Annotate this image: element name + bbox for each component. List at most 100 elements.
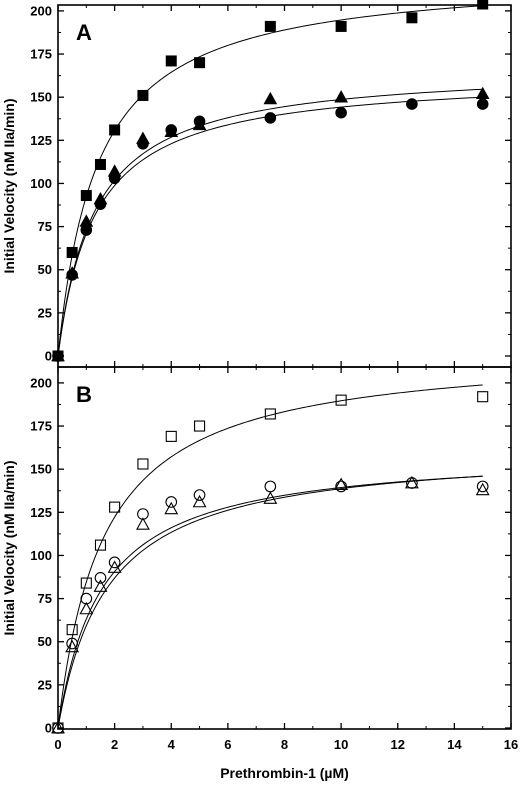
series-circle-open <box>52 475 489 734</box>
data-point <box>165 430 177 442</box>
data-point <box>335 394 347 406</box>
data-point <box>476 480 489 493</box>
data-point <box>66 624 78 636</box>
y-tick-label: 100 <box>30 548 52 563</box>
y-tick-label: 150 <box>30 90 52 105</box>
data-point <box>335 480 347 493</box>
data-point <box>137 458 149 470</box>
fit-curve <box>57 88 483 357</box>
x-tick-label: 16 <box>504 737 518 752</box>
y-tick-label: 125 <box>30 133 52 148</box>
y-tick-label: 25 <box>38 305 52 320</box>
data-point <box>107 560 122 573</box>
data-point <box>263 91 278 105</box>
y-tick-label: 50 <box>38 262 52 277</box>
data-point <box>194 57 206 69</box>
data-point <box>165 124 178 136</box>
panel-label: B <box>76 382 92 407</box>
y-tick-label: 200 <box>30 3 52 18</box>
data-point <box>108 556 121 569</box>
data-point <box>94 158 106 170</box>
fit-curve <box>57 96 483 357</box>
data-point <box>194 420 206 432</box>
y-tick-label: 100 <box>30 176 52 191</box>
data-point <box>109 501 121 513</box>
y-tick-label: 50 <box>38 634 52 649</box>
data-point <box>165 55 177 67</box>
fit-curve <box>57 475 483 729</box>
x-tick-label: 10 <box>334 737 348 752</box>
data-point <box>264 20 276 32</box>
data-point <box>52 350 64 362</box>
data-point <box>477 0 489 10</box>
y-tick-label: 200 <box>30 375 52 390</box>
data-point <box>334 477 349 491</box>
y-tick-label: 0 <box>45 349 52 364</box>
data-point <box>94 198 107 210</box>
y-tick-label: 175 <box>30 419 52 434</box>
data-point <box>165 496 178 508</box>
data-point <box>477 391 489 403</box>
y-tick-label: 0 <box>45 721 52 736</box>
panel-a: 0 25 50 75 100 125 150 175 200 Initial Velocity (… <box>1 0 512 368</box>
data-point <box>137 137 149 150</box>
x-axis-title: Prethrombin-1 (µM) <box>220 765 349 781</box>
data-point <box>335 106 347 119</box>
data-point <box>65 639 80 653</box>
x-tick-label: 8 <box>281 737 288 752</box>
data-point <box>137 89 149 101</box>
data-point <box>80 577 92 589</box>
data-point <box>66 246 78 258</box>
fit-curve <box>57 384 483 729</box>
fit-curve <box>57 475 483 729</box>
y-tick-label: 150 <box>30 462 52 477</box>
data-point <box>66 637 79 650</box>
data-point <box>80 190 92 202</box>
y-tick-label: 25 <box>38 677 52 692</box>
data-point <box>94 539 107 551</box>
plot-frame <box>57 366 512 730</box>
data-point <box>93 579 108 592</box>
data-point <box>335 20 347 32</box>
data-point <box>264 112 277 124</box>
data-point <box>476 98 489 110</box>
x-tick-label: 4 <box>168 737 176 752</box>
data-point <box>136 517 150 530</box>
data-point <box>264 480 277 493</box>
data-point <box>406 12 418 24</box>
data-point <box>109 124 121 136</box>
y-tick-label: 175 <box>30 47 52 62</box>
data-point <box>193 489 206 501</box>
series-square-open <box>52 384 489 734</box>
x-tick-label: 6 <box>224 737 231 752</box>
series-circle-filled <box>52 96 489 362</box>
x-tick-label: 14 <box>447 737 462 752</box>
data-point <box>404 475 419 489</box>
data-point <box>164 501 179 515</box>
data-point <box>108 172 121 185</box>
y-axis-title: Initial Velocity (nM IIa/min) <box>1 460 17 635</box>
data-point <box>334 90 348 103</box>
data-point <box>406 98 418 110</box>
series-triangle-open <box>51 475 490 734</box>
x-tick-label: 12 <box>391 737 405 752</box>
data-point <box>263 491 278 504</box>
data-point <box>264 408 276 420</box>
data-point <box>475 482 490 496</box>
data-point <box>80 224 93 236</box>
x-tick-label: 0 <box>54 737 61 752</box>
panel-label: A <box>76 20 92 45</box>
y-axis-title: Initial Velocity (nM IIa/min) <box>1 98 17 273</box>
data-point <box>193 115 206 128</box>
panel-b: 0 25 50 75 100 125 150 175 200 0 2 4 6 8 10 12 14 16 Initi… <box>1 366 518 752</box>
y-tick-label: 75 <box>38 591 52 606</box>
y-tick-label: 125 <box>30 505 52 520</box>
series-square-filled <box>52 0 489 362</box>
data-point <box>79 601 94 615</box>
data-point <box>51 720 65 734</box>
plot-frame <box>57 4 512 368</box>
x-tick-label: 2 <box>111 737 118 752</box>
data-point <box>66 269 78 281</box>
data-point <box>94 572 107 584</box>
